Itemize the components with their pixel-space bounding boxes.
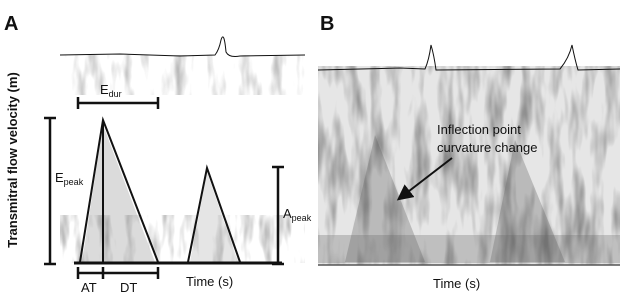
e-wave-texture xyxy=(82,125,155,262)
x-axis-label: Time (s) xyxy=(186,274,233,289)
ecg-trace xyxy=(60,37,305,57)
annotation: Inflection point xyxy=(437,122,521,137)
annotation: curvature change xyxy=(437,140,537,155)
panel-b: B Inflection point curvature change Time… xyxy=(318,13,620,291)
dt-label: DT xyxy=(120,280,137,294)
figure: A Transmitral flow velocity (m) Edur Epe… xyxy=(0,0,624,294)
at-dt-bracket xyxy=(78,267,158,279)
panel-a: A Transmitral flow velocity (m) Edur Epe… xyxy=(4,13,312,294)
at-label: AT xyxy=(81,280,97,294)
panel-label: B xyxy=(320,13,334,35)
baseline-band xyxy=(318,235,620,263)
e-peak-label: Epeak xyxy=(55,170,84,187)
panel-label: A xyxy=(4,13,18,35)
e-peak-bracket xyxy=(44,118,56,264)
spectrogram-top xyxy=(60,55,305,95)
y-axis-label: Transmitral flow velocity (m) xyxy=(5,72,20,248)
x-axis-label: Time (s) xyxy=(433,276,480,291)
a-peak-label: Apeak xyxy=(283,206,312,223)
